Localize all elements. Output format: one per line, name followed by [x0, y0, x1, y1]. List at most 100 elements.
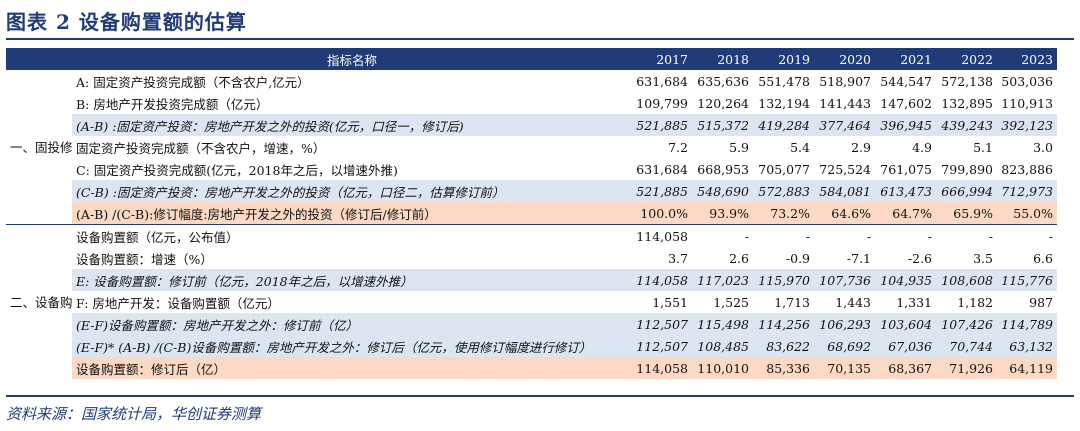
value-cell: - [814, 224, 875, 247]
value-cell: 73.2% [753, 202, 814, 225]
header-year: 2019 [753, 48, 814, 70]
value-cell: 635,636 [697, 73, 749, 89]
value-cell: 115,498 [692, 313, 753, 335]
value-cell: 114,256 [753, 313, 814, 335]
value-cell: 1,443 [835, 294, 871, 310]
value-cell: 93.9% [692, 202, 753, 225]
figure-title: 图表 2 设备购置额的估算 [6, 10, 247, 34]
value-cell: 114,058 [632, 357, 692, 379]
value-cell: 4.9 [912, 139, 932, 155]
table-row: (E-F)* (A-B) /(C-B)设备购置额：房地产开发之外：修订后（亿元，… [6, 335, 1057, 357]
value-cell: - [692, 224, 753, 247]
value-cell: 65.9% [936, 202, 997, 225]
value-cell: 5.9 [729, 139, 749, 155]
value-cell: 521,885 [632, 114, 692, 136]
value-cell: 631,684 [636, 161, 688, 177]
value-cell: 392,123 [997, 114, 1057, 136]
value-cell: - [753, 224, 814, 247]
table-row: F: 房地产开发：设备购置额（亿元） 1,551 1,525 1,713 1,443 1,… [6, 291, 1057, 313]
value-cell: 712,973 [997, 180, 1057, 202]
value-cell: 6.6 [1033, 250, 1053, 266]
row-label: 固定资产投资完成额（不含农户，增速，%） [76, 140, 326, 156]
value-cell: 503,036 [1001, 73, 1053, 89]
value-cell: 67,036 [875, 335, 936, 357]
value-cell: 572,138 [941, 73, 993, 89]
value-cell: 1,713 [774, 294, 810, 310]
row-label: (E-F)* (A-B) /(C-B)设备购置额：房地产开发之外：修订后（亿元，… [72, 335, 632, 357]
value-cell: 68,367 [875, 357, 936, 379]
value-cell: 117,023 [692, 269, 753, 291]
title-divider [6, 38, 1074, 40]
row-label: F: 房地产开发：设备购置额（亿元） [76, 295, 280, 311]
value-cell: 100.0% [632, 202, 692, 225]
value-cell: -7.1 [846, 250, 871, 266]
value-cell: 823,886 [1001, 161, 1053, 177]
value-cell: 120,264 [697, 95, 749, 111]
table-row: E: 设备购置额：修订前（亿元，2018年之后，以增速外推） 114,058 117… [6, 269, 1057, 291]
value-cell: 3.5 [973, 250, 993, 266]
table-row: 设备购置额：增速（%） 3.7 2.6 -0.9 -7.1 -2.6 3.5 6.6 [6, 247, 1057, 269]
estimate-table: 指标名称 2017 2018 2019 2020 2021 2022 2023 … [6, 48, 1057, 379]
value-cell: 377,464 [814, 114, 875, 136]
value-cell: 631,684 [636, 73, 688, 89]
row-label: (A-B) :固定资产投资：房地产开发之外的投资(亿元，口径一，修订后) [72, 114, 632, 136]
value-cell: 109,799 [636, 95, 688, 111]
row-label: 设备购置额：增速（%） [76, 251, 213, 267]
value-cell: 63,132 [997, 335, 1057, 357]
bottom-divider [6, 395, 1074, 397]
value-cell: 518,907 [819, 73, 871, 89]
header-year: 2022 [936, 48, 997, 70]
value-cell: - [936, 224, 997, 247]
value-cell: 70,744 [936, 335, 997, 357]
table-row: (A-B) :固定资产投资：房地产开发之外的投资(亿元，口径一，修订后) 521,… [6, 114, 1057, 136]
table-row: B: 房地产开发投资完成额（亿元） 109,799 120,264 132,194 14… [6, 92, 1057, 114]
table-row: C: 固定资产投资完成额(亿元，2018年之后，以增速外推) 631,684 668… [6, 158, 1057, 180]
value-cell: 551,478 [758, 73, 810, 89]
row-label: B: 房地产开发投资完成额（亿元） [76, 96, 269, 112]
value-cell: 799,890 [941, 161, 993, 177]
value-cell: 439,243 [936, 114, 997, 136]
header-year: 2018 [692, 48, 753, 70]
value-cell: 584,081 [814, 180, 875, 202]
table-row: (C-B) :固定资产投资：房地产开发之外的投资（亿元，口径二，估算修订前） 52… [6, 180, 1057, 202]
value-cell: 396,945 [875, 114, 936, 136]
row-label: A: 固定资产投资完成额（不含农户,亿元） [76, 74, 310, 90]
value-cell: 147,602 [880, 95, 932, 111]
row-label: 设备购置额（亿元，公布值） [72, 224, 632, 247]
value-cell: 108,608 [936, 269, 997, 291]
value-cell: 112,507 [632, 335, 692, 357]
value-cell: 107,426 [936, 313, 997, 335]
value-cell: 110,913 [1001, 95, 1053, 111]
value-cell: 103,604 [875, 313, 936, 335]
row-label: E: 设备购置额：修订前（亿元，2018年之后，以增速外推） [72, 269, 632, 291]
value-cell: -0.9 [785, 250, 810, 266]
value-cell: 108,485 [692, 335, 753, 357]
value-cell: 3.0 [1033, 139, 1053, 155]
value-cell: 141,443 [819, 95, 871, 111]
value-cell: 106,293 [814, 313, 875, 335]
value-cell: - [875, 224, 936, 247]
header-year: 2017 [632, 48, 692, 70]
value-cell: 110,010 [692, 357, 753, 379]
value-cell: 64.6% [814, 202, 875, 225]
value-cell: 114,058 [632, 224, 692, 247]
value-cell: 572,883 [753, 180, 814, 202]
value-cell: 987 [1029, 294, 1053, 310]
header-indicator: 指标名称 [72, 48, 632, 70]
row-label: 设备购置额：修订后（亿） [72, 357, 632, 379]
table-row: 一、固投修订幅度估算A: 固定资产投资完成额（不含农户,亿元） 631,684 63… [6, 70, 1057, 225]
value-cell: 5.4 [790, 139, 810, 155]
value-cell: 55.0% [997, 202, 1057, 225]
value-cell: 64.7% [875, 202, 936, 225]
value-cell: 115,776 [997, 269, 1057, 291]
value-cell: 1,551 [652, 294, 688, 310]
value-cell: 83,622 [753, 335, 814, 357]
value-cell: 544,547 [880, 73, 932, 89]
table-body: 一、固投修订幅度估算A: 固定资产投资完成额（不含农户,亿元） 631,684 63… [6, 70, 1057, 379]
value-cell: 114,058 [632, 269, 692, 291]
value-cell: 132,194 [758, 95, 810, 111]
value-cell: 515,372 [692, 114, 753, 136]
group-label: 二、设备购置投资额估算 [6, 224, 72, 379]
table-row: 固定资产投资完成额（不含农户，增速，%） 7.2 5.9 5.4 2.9 4.9 5.1 3.… [6, 136, 1057, 158]
value-cell: 114,789 [997, 313, 1057, 335]
